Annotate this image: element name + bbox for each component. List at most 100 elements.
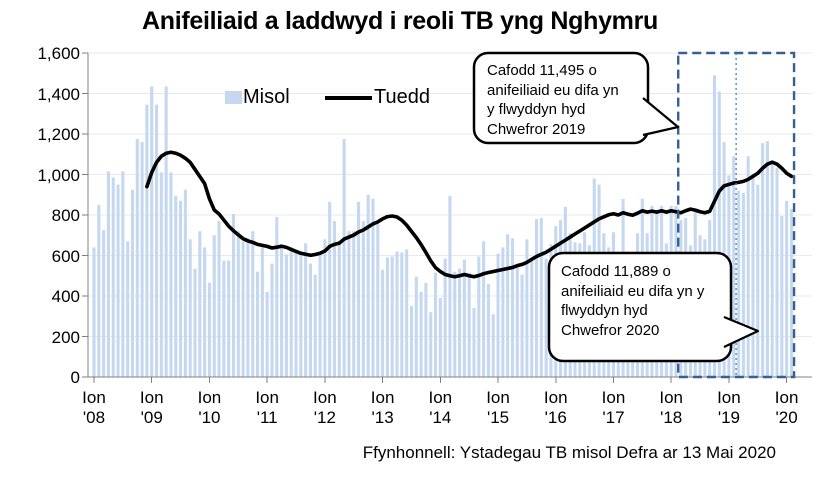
bar-month [780,216,784,377]
bar-month [97,204,101,377]
y-tick-label: 600 [51,246,80,266]
bar-month [785,200,789,377]
bar-month [179,200,183,377]
bar-month [775,167,779,377]
bar-month [227,260,231,377]
bar-month [361,221,365,377]
bar-month [159,172,163,377]
callout-2019: Cafodd 11,495 o anifeiliaid eu difa yn y… [487,61,619,139]
bar-month [381,269,385,377]
bar-month [241,241,245,377]
y-tick-label: 1,400 [37,84,80,104]
bar-month [289,247,293,377]
bar-month [260,247,264,377]
bar-month [429,312,433,377]
callout-2019-line3: y flwyddyn hyd [487,101,586,118]
callout-2020-line1: Cafodd 11,889 o [561,263,671,280]
bar-month [424,282,428,377]
bar-month [106,171,110,377]
bar-month [275,217,279,377]
bar-month [746,156,750,377]
bar-month [409,306,414,377]
y-tick-label: 1,200 [37,125,80,144]
bar-month [390,256,394,377]
bar-month [251,231,255,377]
bar-month [130,189,135,377]
bar-month [111,177,115,377]
bar-month [174,195,178,377]
y-tick-label: 400 [51,287,80,306]
bar-month [198,231,202,377]
bar-month [193,268,197,377]
callout-2020-line3: flwyddyn hyd [561,302,648,319]
bar-month [789,208,793,377]
bar-month [405,249,409,377]
bar-month [332,221,337,377]
bar-month [366,194,370,377]
y-tick-label: 800 [51,206,80,225]
callout-2019-line4: Chwefror 2019 [487,120,586,138]
trend-line [145,150,794,279]
callout-2020-bubble [547,251,733,363]
callout-2020-line4: Chwefror 2020 [561,321,660,339]
callout-2019-pointer [642,97,680,137]
source-caption: Ffynhonnell: Ystadegau TB misol Defra ar… [362,443,776,462]
bar-month [510,238,515,377]
bar-month [717,91,721,377]
bar-month [150,86,154,377]
bar-month [183,189,187,377]
bar-month [212,235,216,377]
y-tick-label: 200 [51,327,80,347]
y-tick-label: 1,600 [37,44,80,63]
callout-2020: Cafodd 11,889 o anifeiliaid eu difa yn y… [561,262,704,340]
legend-trend-label: Tuedd [374,86,430,108]
bar-month [477,256,481,377]
y-tick-label: 1,000 [37,165,80,185]
callout-2020-pointer [723,315,760,348]
callout-2019-line1: Cafodd 11,495 o [487,62,597,79]
bar-month [741,192,745,377]
bar-month [376,221,380,377]
bar-month [433,272,438,377]
bar-month [756,184,760,377]
x-tick-label: Ion '20 [774,388,799,427]
bar-month [154,104,159,377]
bar-month [126,241,130,377]
bar-month [751,175,755,377]
callout-2020-line2: anifeiliaid eu difa yn y [561,282,705,300]
bar-month [236,231,240,377]
bar-month [530,258,534,377]
x-tick-label: Ion '15 [486,388,510,427]
bar-month [280,247,284,377]
bar-month [453,271,457,377]
bar-month [544,258,548,377]
bar-month [308,263,312,377]
bar-month [525,239,529,377]
x-tick-label: Ion '14 [428,388,453,427]
bar-month [92,247,96,377]
bar-month [121,171,125,377]
bar-month [462,259,466,377]
x-tick-label: Ion '12 [313,388,337,427]
bar-month [135,139,139,377]
bar-month [400,252,404,377]
bar-month [102,230,106,377]
bar-month [164,86,168,377]
x-tick-label: Ion '08 [82,388,106,427]
callout-2019-bubble [472,51,650,145]
bar-month [472,308,476,377]
bar-month [116,184,120,377]
bar-month [284,254,288,377]
bar-month [342,139,346,377]
x-tick-label: Ion '16 [543,388,568,427]
bar-month [467,272,471,377]
legend-trend-swatch [325,96,372,100]
bar-month [169,172,173,377]
legend-monthly-label: Misol [243,86,290,108]
bar-month [438,298,442,377]
bar-month [419,291,423,377]
bar-month [761,143,765,377]
bar-month [337,242,341,377]
